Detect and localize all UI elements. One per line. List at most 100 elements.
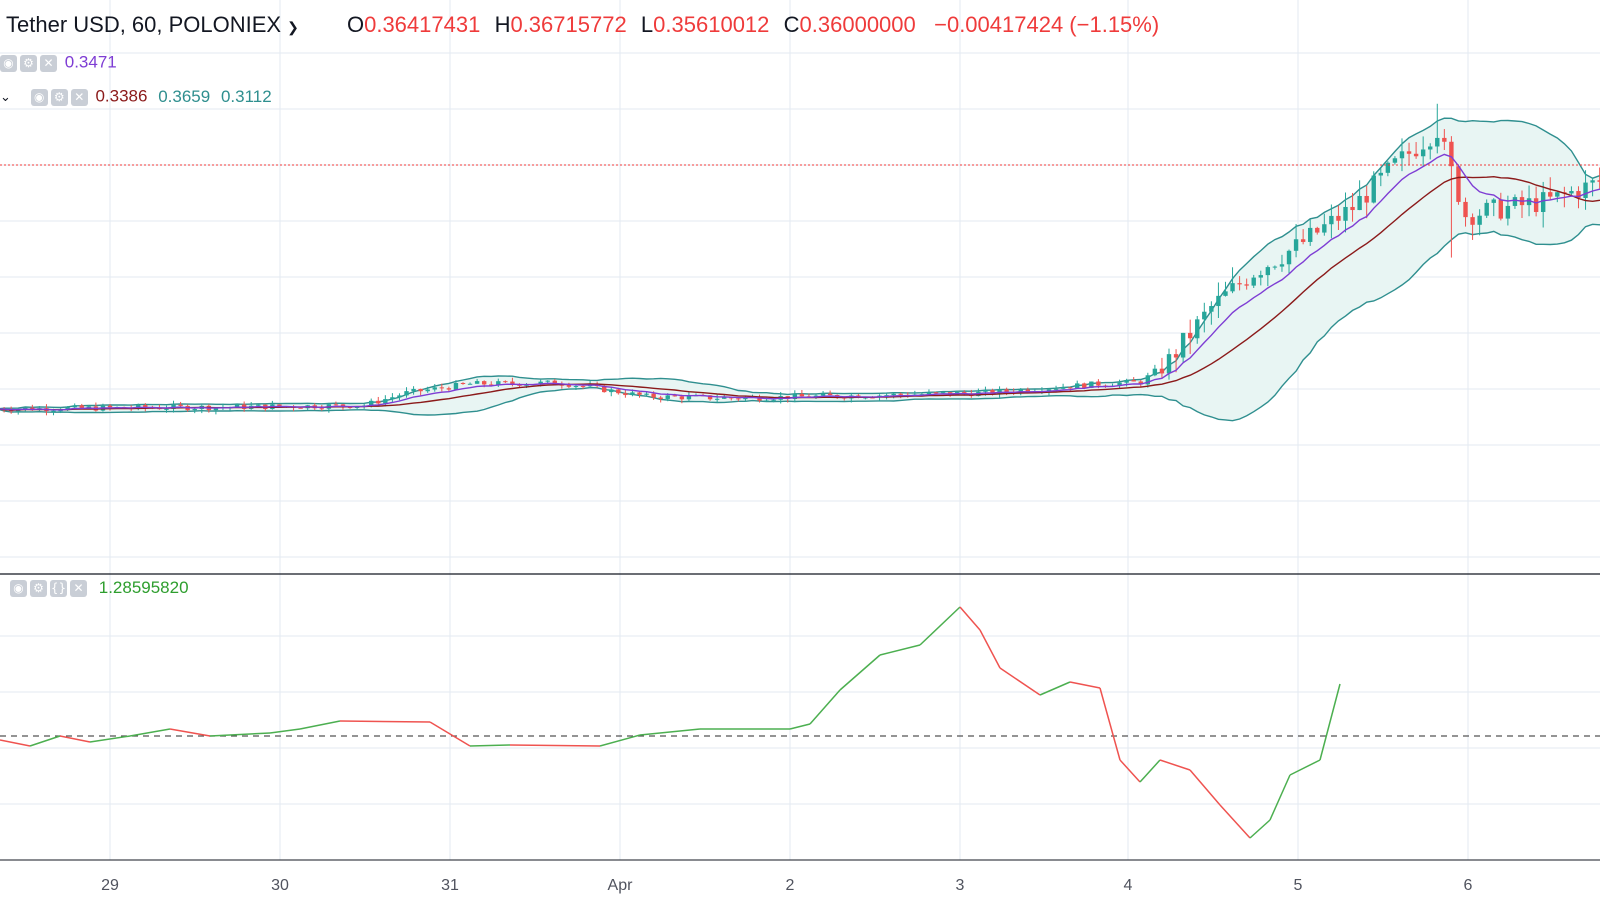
candle-body xyxy=(1216,295,1221,307)
oscillator-segment xyxy=(169,728,211,737)
change-value: −0.00417424 (−1.15%) xyxy=(934,12,1160,37)
candle-body xyxy=(1293,239,1299,251)
candle-body xyxy=(799,393,805,397)
oscillator-segment xyxy=(1119,759,1141,783)
candle-body xyxy=(1096,381,1101,386)
candle-body xyxy=(1195,319,1200,339)
oscillator-segment xyxy=(1159,759,1191,771)
candle-body xyxy=(79,405,84,408)
candle-body xyxy=(383,399,388,404)
symbol-title[interactable]: Tether USD, 60, POLONIEX xyxy=(6,12,282,37)
candle-body xyxy=(1343,206,1348,221)
candle-body xyxy=(665,395,670,399)
candle-body xyxy=(1442,137,1447,142)
candle-body xyxy=(503,381,508,383)
oscillator-segment xyxy=(469,744,511,747)
time-axis[interactable]: 29 30 31 Apr 2 3 4 5 6 xyxy=(101,877,1472,894)
x-tick-label: 5 xyxy=(1294,877,1303,894)
candle-body xyxy=(1025,389,1030,392)
oscillator-segment xyxy=(89,735,131,743)
gear-icon[interactable]: ⚙ xyxy=(50,88,68,106)
candle-body xyxy=(686,395,692,400)
candle-body xyxy=(1350,206,1355,211)
bollinger-legend: ⌄ ◉ ⚙ ✕ 0.3386 0.3659 0.3112 xyxy=(0,86,272,107)
candle-body xyxy=(1187,332,1193,339)
candle-body xyxy=(1138,381,1143,385)
close-icon[interactable]: ✕ xyxy=(40,54,57,72)
candle-body xyxy=(771,399,776,401)
candle-body xyxy=(1555,192,1560,197)
x-tick-label: Apr xyxy=(608,877,634,894)
bollinger-fill xyxy=(0,118,1600,421)
candle-body xyxy=(411,388,416,392)
candle-body xyxy=(644,393,649,395)
candle-body xyxy=(898,393,903,395)
candle-body xyxy=(432,387,437,390)
candle-body xyxy=(1463,201,1468,218)
candle-body xyxy=(143,405,148,408)
candle-body xyxy=(1548,192,1553,197)
candle-body xyxy=(213,407,219,411)
candle-body xyxy=(1484,202,1489,216)
candle-body xyxy=(1576,191,1581,198)
candle-body xyxy=(489,384,494,386)
candle-body xyxy=(623,393,628,396)
chevron-down-icon[interactable]: ❯ xyxy=(287,19,299,35)
bollinger-lower-line xyxy=(0,223,1600,422)
ema-line xyxy=(0,153,1600,411)
candle-body xyxy=(425,389,430,392)
candle-body xyxy=(609,389,614,393)
eye-icon[interactable]: ◉ xyxy=(10,579,27,597)
candle-body xyxy=(1258,275,1263,278)
candle-body xyxy=(1060,387,1066,389)
candle-body xyxy=(891,393,896,396)
gear-icon[interactable]: ⚙ xyxy=(20,54,37,72)
candle-body xyxy=(658,397,663,399)
low-value: 0.35610012 xyxy=(653,12,770,37)
candle-body xyxy=(1512,197,1518,206)
gear-icon[interactable]: ⚙ xyxy=(30,579,47,597)
close-icon[interactable]: ✕ xyxy=(70,88,88,106)
candle-body xyxy=(256,404,261,406)
candle-body xyxy=(1329,215,1334,225)
code-icon[interactable]: {} xyxy=(50,579,67,597)
oscillator-segment xyxy=(1189,769,1221,806)
candle-body xyxy=(580,386,586,388)
candle-body xyxy=(1385,162,1391,173)
ema-value: 0.3471 xyxy=(64,52,117,72)
chevron-down-icon[interactable]: ⌄ xyxy=(0,88,11,104)
oscillator-segment xyxy=(29,735,61,747)
candle-body xyxy=(1272,266,1278,268)
candle-body xyxy=(1145,375,1151,385)
bollinger-bands xyxy=(0,117,1600,422)
eye-icon[interactable]: ◉ xyxy=(30,88,48,106)
candle-body xyxy=(1569,191,1574,194)
candle-body xyxy=(827,393,833,396)
candle-body xyxy=(1152,368,1158,376)
x-tick-label: 3 xyxy=(956,877,965,894)
oscillator-segment xyxy=(1319,683,1341,761)
candle-body xyxy=(277,404,282,407)
candle-body xyxy=(23,407,28,410)
candle-body xyxy=(637,392,642,395)
candle-body xyxy=(340,404,346,407)
oscillator-segment xyxy=(1249,819,1271,839)
candle-body xyxy=(573,386,579,388)
candle-body xyxy=(234,404,240,408)
candle-body xyxy=(1399,151,1405,159)
bollinger-basis-line xyxy=(0,175,1600,411)
candle-body xyxy=(1378,172,1383,176)
candle-body xyxy=(1357,195,1362,211)
oscillator-segment xyxy=(979,629,1001,669)
candle-body xyxy=(178,404,183,406)
candle-body xyxy=(1166,354,1172,374)
candle-body xyxy=(1428,146,1433,150)
eye-icon[interactable]: ◉ xyxy=(0,54,17,72)
candle-body xyxy=(933,392,939,394)
candle-body xyxy=(672,395,677,397)
candle-body xyxy=(164,408,169,410)
candle-body xyxy=(792,393,798,399)
close-icon[interactable]: ✕ xyxy=(70,579,87,597)
open-label: O xyxy=(346,12,365,37)
